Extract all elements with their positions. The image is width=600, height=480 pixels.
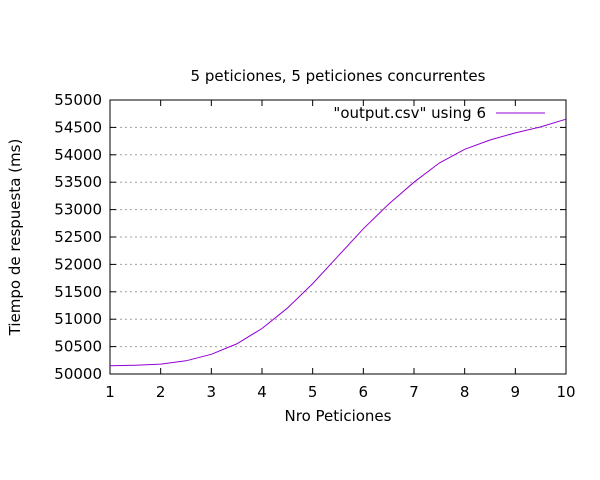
y-axis: 50000 50500 51000 51500 52000 52500 53000 53500… xyxy=(54,91,566,383)
y-tick-label: 52500 xyxy=(54,228,102,246)
x-tick-label: 10 xyxy=(556,383,575,401)
x-tick-label: 7 xyxy=(409,383,419,401)
x-tick-label: 1 xyxy=(105,383,115,401)
y-tick-label: 51000 xyxy=(54,310,102,328)
x-tick-label: 6 xyxy=(359,383,369,401)
y-tick-label: 52000 xyxy=(54,255,102,273)
chart-title: 5 peticiones, 5 peticiones concurrentes xyxy=(191,67,486,85)
plot-frame xyxy=(109,99,567,375)
y-tick-label: 54500 xyxy=(54,118,102,136)
series-group xyxy=(109,118,567,367)
gridlines xyxy=(110,126,566,348)
legend: "output.csv" using 6 xyxy=(333,104,545,122)
x-axis-label: Nro Peticiones xyxy=(285,407,392,425)
series-line xyxy=(109,118,567,367)
x-axis: 1 2 3 4 5 6 7 8 9 10 xyxy=(105,100,576,401)
x-tick-label: 4 xyxy=(257,383,267,401)
y-tick-label: 50500 xyxy=(54,338,102,356)
x-tick-label: 8 xyxy=(460,383,470,401)
y-tick-label: 53000 xyxy=(54,201,102,219)
y-axis-label: Tiempo de respuesta (ms) xyxy=(6,139,24,337)
y-tick-label: 50000 xyxy=(54,365,102,383)
x-tick-label: 2 xyxy=(156,383,166,401)
y-tick-label: 55000 xyxy=(54,91,102,109)
x-tick-label: 9 xyxy=(511,383,521,401)
y-tick-label: 51500 xyxy=(54,283,102,301)
x-tick-label: 3 xyxy=(207,383,217,401)
y-tick-label: 53500 xyxy=(54,173,102,191)
legend-label: "output.csv" using 6 xyxy=(333,104,486,122)
y-tick-label: 54000 xyxy=(54,146,102,164)
x-tick-label: 5 xyxy=(308,383,318,401)
